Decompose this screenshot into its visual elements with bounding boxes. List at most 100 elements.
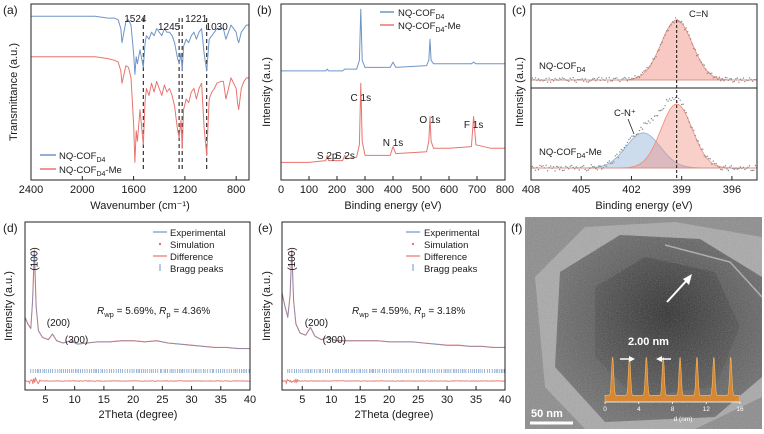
legend-entry-b-2: NQ-COFD4-Me: [398, 21, 461, 34]
x-axis-e-tick-label-7: 40: [499, 394, 511, 406]
sample-label-c-lower: NQ-COFD4-Me: [539, 147, 602, 160]
peak-fill-c-upper-cn: [531, 19, 757, 81]
legend-a: NQ-COFD4 NQ-COFD4-Me: [40, 151, 122, 178]
x-axis-d: 5 10 15 20 25 30 35 40: [42, 386, 256, 406]
legend-entry-a-2-sub: D4: [96, 171, 105, 178]
peak-pointer-c-cnplus: [627, 118, 635, 135]
x-axis-a-tick-label-1: 2000: [70, 184, 94, 196]
x-axis-b-tick-label-6: 600: [440, 184, 458, 196]
legend-entry-b-1-sub: D4: [435, 14, 444, 21]
x-axis-b-tick-label-3: 300: [356, 184, 374, 196]
line-profile: 0 4 8 12 16: [603, 356, 744, 413]
y-axis-label-e: Intensity (a.u.): [261, 271, 273, 341]
legend-swatch-d-2: [158, 242, 162, 246]
legend-entry-b-2-sub: D4: [435, 27, 444, 34]
x-axis-d-tick-label-2: 15: [98, 394, 110, 406]
x-axis-d-tick-label-1: 10: [69, 394, 81, 406]
series-line-e-exp: [282, 250, 505, 348]
peak-label-a-2: 1221: [185, 14, 208, 25]
x-axis-a: 2400 2000 1600 1200 800: [19, 176, 245, 196]
sample-label-c-lower-suffix: -Me: [585, 147, 601, 158]
fit-stats-d-r1: R: [97, 306, 104, 317]
sample-label-c-upper-sub: D4: [576, 67, 585, 74]
plot-frame-e: [281, 221, 506, 391]
peak-label-a-3: 1030: [206, 22, 229, 33]
tem-arrow-shaft: [666, 278, 689, 303]
legend-entry-a-1: NQ-COFD4: [59, 151, 106, 164]
fit-stats-e-r1sub: wp: [358, 310, 369, 319]
series-line-a-0: [31, 15, 249, 75]
x-axis-b-tick-label-1: 100: [300, 184, 318, 196]
x-axis-d-tick-label-3: 20: [127, 394, 139, 406]
difference-curve-e: [282, 378, 505, 385]
x-axis-c-tick-label-4: 396: [723, 184, 741, 196]
x-axis-e-tick-label-0: 5: [299, 394, 305, 406]
plot-frame-b: [280, 3, 506, 181]
bragg-peaks-d: [30, 369, 250, 373]
panel-label-d: (d): [3, 221, 18, 235]
fit-stats-e-r2sub: p: [421, 310, 425, 319]
y-axis-label-a: Transmittance (a.u.): [8, 43, 20, 141]
y-axis-label-d: Intensity (a.u.): [3, 271, 15, 341]
x-axis-label-c: Binding energy (eV): [595, 200, 692, 212]
fit-stats-e-r2val: = 3.18%: [426, 306, 466, 317]
legend-entry-b-2-suffix: -Me: [444, 21, 460, 32]
series-line-a-1: [31, 56, 249, 163]
x-axis-label-d: 2Theta (degree): [99, 409, 178, 421]
fit-stats-e: Rwp = 4.59%, Rp = 3.18%: [352, 306, 465, 319]
fit-stats-e-r1val: = 4.59%,: [369, 306, 414, 317]
y-axis-label-b: Intensity (a.u.): [261, 57, 273, 127]
plot-frame-a: [30, 3, 250, 181]
x-axis-label-b: Binding energy (eV): [344, 200, 441, 212]
x-axis-b-tick-label-5: 500: [412, 184, 430, 196]
peak-label-d-1: (200): [47, 318, 70, 329]
x-axis-d-tick-label-5: 30: [185, 394, 197, 406]
profile-xlabel: d (nm): [674, 416, 693, 423]
sample-label-c-upper: NQ-COFD4: [539, 61, 586, 74]
legend-entry-a-2-base: NQ-COF: [59, 165, 97, 176]
profile-tick-label-2: 8: [671, 406, 675, 413]
x-axis-c-tick-label-2: 402: [622, 184, 640, 196]
peak-label-a-1: 1245: [158, 22, 181, 33]
series-line-b-1: [281, 82, 505, 163]
profile-tick-label-0: 0: [603, 406, 607, 413]
peak-label-b-1: S 2s: [335, 151, 355, 162]
x-axis-c-tick-label-1: 405: [572, 184, 590, 196]
fit-stats-e-r1: R: [352, 306, 359, 317]
x-axis-e-tick-label-4: 25: [412, 394, 424, 406]
panel-e: (e) 5 10 15 20 25 30 35 40 2Theta (degree) Inte…: [258, 221, 511, 421]
scale-bar-label: 50 nm: [531, 408, 563, 420]
sample-label-c-upper-base: NQ-COF: [539, 61, 577, 72]
plot-area-e: [282, 249, 505, 385]
legend-entry-e-2: Simulation: [424, 240, 468, 251]
profile-area: [604, 356, 741, 403]
x-axis-e-tick-label-2: 15: [354, 394, 366, 406]
peak-label-e-2: (300): [323, 335, 346, 346]
legend-b: NQ-COFD4 NQ-COFD4-Me: [380, 8, 461, 34]
peak-fill-c-lower-cn: [531, 103, 757, 169]
legend-entry-b-1-base: NQ-COF: [398, 8, 436, 19]
x-axis-b-tick-label-0: 0: [278, 184, 284, 196]
x-axis-a-tick-label-0: 2400: [19, 184, 43, 196]
x-axis-d-tick-label-7: 40: [244, 394, 256, 406]
fit-stats-d-r1sub: wp: [103, 310, 114, 319]
plot-area-a: [31, 15, 249, 170]
legend-entry-d-1: Experimental: [170, 228, 225, 239]
legend-entry-d-4: Bragg peaks: [170, 264, 224, 275]
x-axis-b-tick-label-8: 800: [496, 184, 514, 196]
x-axis-b-tick-label-2: 200: [328, 184, 346, 196]
plot-area-c: [531, 17, 757, 178]
profile-tick-label-1: 4: [637, 406, 641, 413]
panel-label-e: (e): [258, 221, 273, 235]
legend-entry-d-2: Simulation: [170, 240, 214, 251]
fit-stats-d: Rwp = 5.69%, Rp = 4.36%: [97, 306, 210, 319]
fit-stats-d-r2: R: [159, 306, 166, 317]
profile-tick-label-3: 12: [703, 406, 711, 413]
tem-micrograph-drawing: 0 4 8 12 16 50 nm 2.00 nm d (nm): [525, 217, 762, 429]
legend-entry-e-1: Experimental: [424, 228, 479, 239]
x-axis-a-tick-label-3: 1200: [173, 184, 197, 196]
legend-entry-b-2-base: NQ-COF: [398, 21, 436, 32]
x-axis-d-tick-label-6: 35: [215, 394, 227, 406]
spacing-arrow-right-head: [656, 356, 662, 362]
